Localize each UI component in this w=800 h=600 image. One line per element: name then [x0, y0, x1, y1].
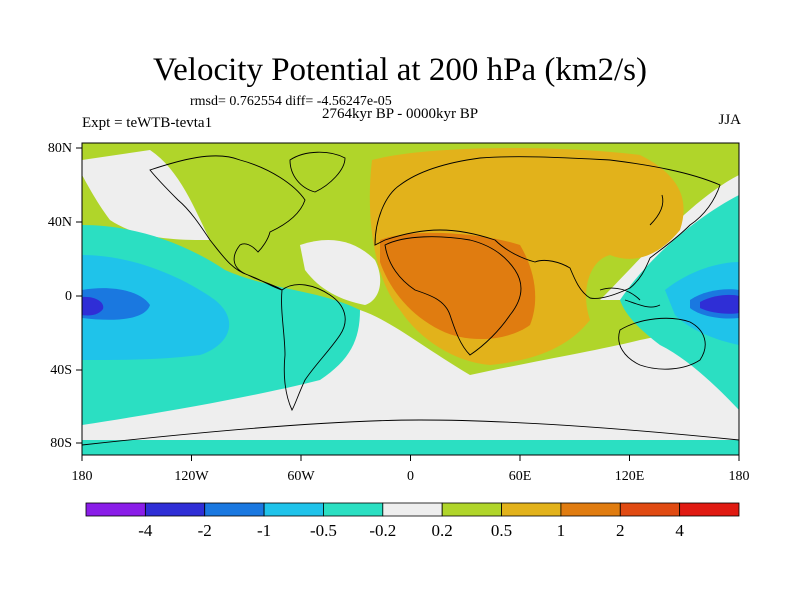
coast-africa	[384, 236, 522, 356]
longitude-axis: 180 120W 60W 0 60E 120E 180	[72, 455, 750, 484]
colorbar-label: -1	[257, 521, 271, 540]
colorbar: -4 -2 -1 -0.5 -0.2 0.2 0.5 1 2 4	[85, 502, 740, 540]
colorbar-label: 2	[616, 521, 625, 540]
lon-label-180w: 180	[72, 469, 93, 484]
colorbar-label: -2	[198, 521, 212, 540]
lat-label-80s: 80S	[50, 436, 72, 451]
colorbar-swatch	[501, 502, 562, 517]
latitude-axis: 80N 40N 0 40S 80S	[48, 141, 82, 451]
colorbar-swatch	[204, 502, 265, 517]
coast-indonesia	[599, 287, 661, 308]
lon-label-60e: 60E	[509, 469, 532, 484]
colorbar-label: 1	[557, 521, 566, 540]
colorbar-label: -4	[138, 521, 153, 540]
coast-south-america	[281, 284, 346, 411]
colorbar-label: 4	[675, 521, 684, 540]
field-band-neutral-north	[82, 150, 210, 240]
coast-greenland	[289, 151, 346, 193]
field-band-negative-peak-west	[700, 294, 739, 314]
experiment-line: Expt = teWTB-tevta1	[82, 115, 213, 131]
stats-line: rmsd= 0.762554 diff= -4.56247e-05	[190, 94, 392, 109]
coast-australia	[618, 317, 706, 370]
colorbar-swatch	[560, 502, 621, 517]
colorbar-label: 0.5	[491, 521, 512, 540]
colorbar-swatch	[679, 502, 740, 517]
coastlines	[82, 151, 739, 446]
lon-label-120w: 120W	[174, 469, 209, 484]
colorbar-swatch	[85, 502, 146, 517]
colorbar-label: -0.2	[369, 521, 396, 540]
lat-label-0: 0	[65, 289, 72, 304]
coast-antarctica	[82, 419, 739, 446]
lon-label-0: 0	[407, 469, 414, 484]
coast-europe-asia	[374, 156, 721, 299]
field-band-neutral-atlantic	[300, 240, 381, 305]
colorbar-swatch	[144, 502, 206, 517]
period-line: 2764kyr BP - 0000kyr BP	[322, 106, 479, 122]
field-band-negative-south-ocean	[82, 440, 739, 455]
season-label: JJA	[718, 112, 741, 128]
colorbar-swatch	[263, 502, 324, 517]
lat-label-40n: 40N	[48, 215, 72, 230]
lon-label-60w: 60W	[287, 469, 315, 484]
colorbar-label: -0.5	[310, 521, 337, 540]
colorbar-swatch	[323, 502, 384, 517]
field-band-negative-mid-pacific	[82, 255, 230, 360]
colorbar-label: 0.2	[432, 521, 453, 540]
colorbar-swatch	[382, 502, 443, 517]
field-band-negative-peak-east	[82, 296, 104, 316]
coast-north-america	[149, 155, 306, 291]
map-title: Velocity Potential at 200 hPa (km2/s)	[152, 52, 648, 88]
lon-label-180e: 180	[729, 469, 750, 484]
coast-japan	[649, 194, 664, 226]
contour-field	[82, 143, 739, 455]
lat-label-80n: 80N	[48, 141, 72, 156]
colorbar-swatch	[619, 502, 681, 517]
field-band-positive-high	[380, 232, 536, 340]
lon-label-120e: 120E	[615, 469, 645, 484]
lat-label-40s: 40S	[50, 363, 72, 378]
colorbar-swatch	[441, 502, 502, 517]
